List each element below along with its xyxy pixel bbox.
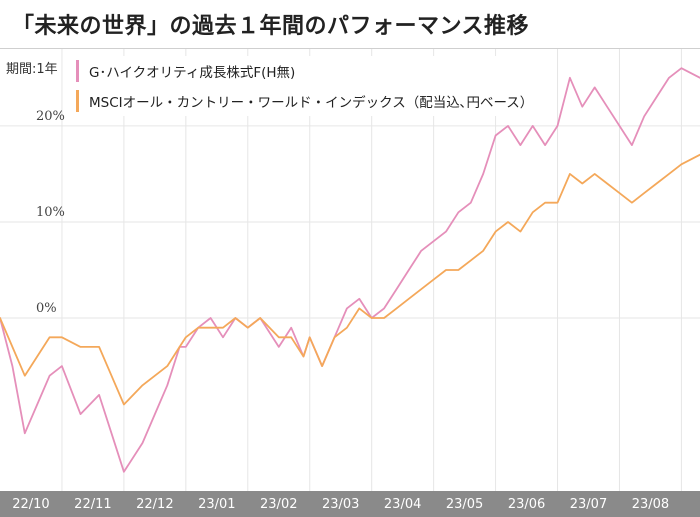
series-line-fund: [0, 67, 700, 473]
x-tick-label: 23/07: [570, 497, 607, 512]
x-axis-bar: [0, 491, 700, 517]
y-tick-label: 20%: [36, 109, 65, 124]
legend-item-fund: G･ハイクオリティ成長株式F(H無): [76, 56, 543, 86]
performance-chart: 20% 10% 0% 22/10 22/11 22/12 23/01 23/02 23/03 23…: [0, 49, 700, 517]
x-tick-label: 23/03: [322, 497, 359, 512]
y-tick-label: 0%: [36, 301, 57, 316]
x-tick-label: 23/06: [508, 497, 545, 512]
x-tick-label: 23/04: [384, 497, 421, 512]
x-tick-label: 22/12: [136, 497, 173, 512]
x-tick-label: 22/11: [74, 497, 111, 512]
x-tick-label: 23/05: [446, 497, 483, 512]
chart-area: 20% 10% 0% 22/10 22/11 22/12 23/01 23/02 23/03 23…: [0, 49, 700, 517]
legend-label-index: MSCIオール・カントリー・ワールド・インデックス（配当込､円ベース）: [89, 95, 534, 111]
x-tick-label: 23/08: [632, 497, 669, 512]
series-line-index: [0, 153, 700, 406]
legend: G･ハイクオリティ成長株式F(H無) MSCIオール・カントリー・ワールド・イン…: [76, 56, 544, 116]
legend-swatch-index: [76, 90, 79, 112]
x-tick-label: 22/10: [12, 497, 49, 512]
y-tick-label: 10%: [36, 205, 65, 220]
title-divider: [0, 48, 700, 49]
legend-item-index: MSCIオール・カントリー・ワールド・インデックス（配当込､円ベース）: [76, 86, 543, 116]
x-tick-label: 23/02: [260, 497, 297, 512]
period-label: 期間:1年: [6, 62, 58, 77]
plot-background: [0, 49, 700, 491]
x-tick-label: 23/01: [198, 497, 235, 512]
legend-swatch-fund: [76, 60, 79, 82]
chart-title: 「未来の世界」の過去１年間のパフォーマンス推移: [12, 14, 530, 39]
legend-label-fund: G･ハイクオリティ成長株式F(H無): [89, 65, 296, 81]
